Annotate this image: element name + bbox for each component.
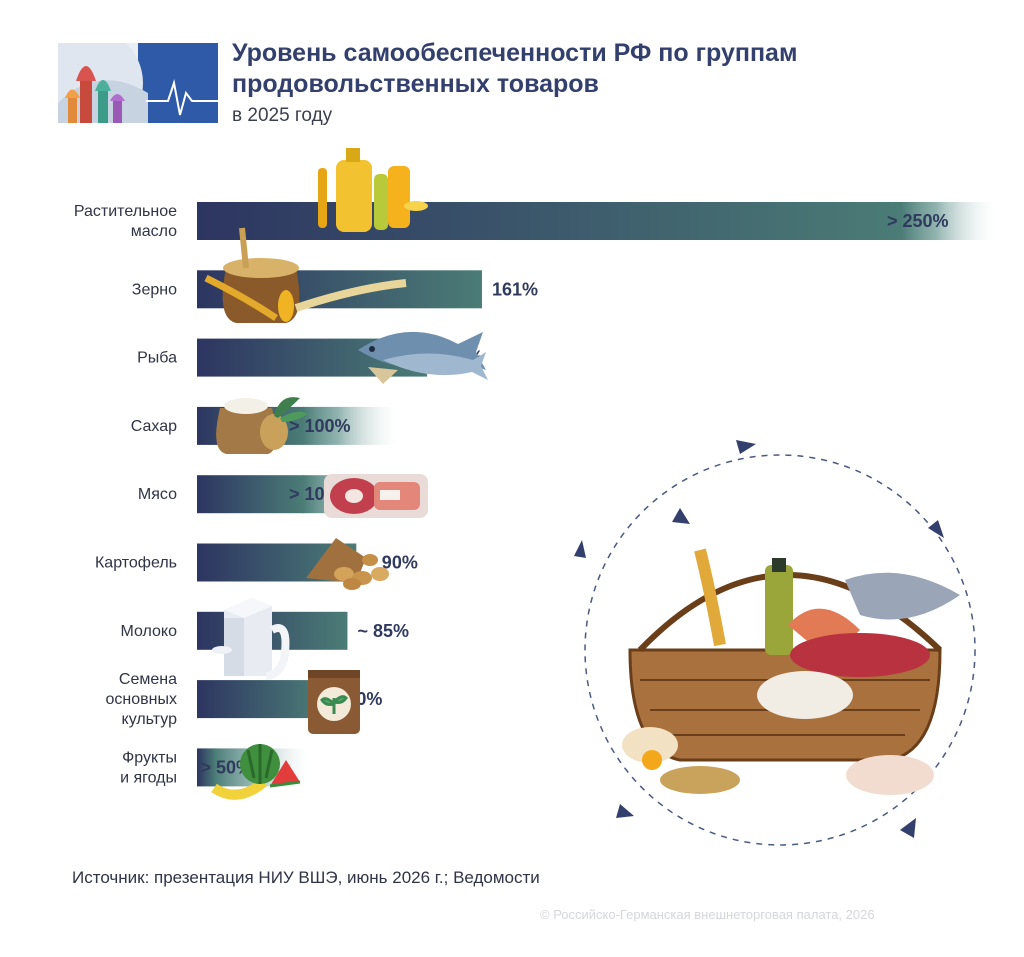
bar-fade [901, 202, 1001, 240]
fish-icon [358, 331, 488, 384]
potato-sack-icon [306, 538, 389, 590]
value-label: 161% [492, 279, 538, 299]
grain-sack-icon [204, 227, 407, 323]
oil-bottles-icon [318, 148, 428, 232]
sugar-sack-icon [216, 397, 308, 454]
bar [197, 611, 348, 650]
food-basket-icon [574, 440, 976, 846]
bar [197, 475, 304, 514]
chart-subtitle: в 2025 году [232, 105, 333, 126]
category-label: Зерно [132, 281, 177, 298]
value-label: > 250% [887, 211, 949, 231]
chart-title: Уровень самообеспеченности РФ по группам… [232, 39, 798, 98]
bar [197, 202, 902, 240]
category-label: Молоко [120, 623, 177, 640]
bar-row: Растительное масло > 250% [74, 202, 1001, 240]
bar-row: Молоко ~ 85% [120, 611, 409, 650]
source-note: Источник: презентация НИУ ВШЭ, июнь 2026… [72, 868, 540, 887]
category-label: Сахар [131, 418, 177, 435]
category-label: Фрукты и ягоды [120, 749, 177, 786]
category-label: Мясо [138, 486, 177, 503]
category-label: Семена основных культур [106, 671, 178, 728]
kremlin-logo-icon [58, 43, 218, 123]
value-label: > 100% [289, 416, 351, 436]
value-label: ~ 85% [357, 621, 409, 641]
meat-icon [324, 474, 428, 518]
bar-fade [303, 406, 403, 445]
category-label: Рыба [137, 350, 177, 367]
seed-bag-icon [308, 670, 360, 734]
bar [197, 748, 216, 787]
fruit-icon [211, 744, 301, 800]
value-label: > 50% [201, 757, 253, 777]
category-label: Растительное масло [74, 203, 177, 240]
category-label: Картофель [95, 555, 177, 572]
milk-carton-icon [212, 598, 290, 680]
copyright-note: © Российско-Германская внешнеторговая па… [540, 907, 875, 922]
bar [197, 680, 321, 719]
bar-row: Зерно 161% [132, 270, 538, 309]
